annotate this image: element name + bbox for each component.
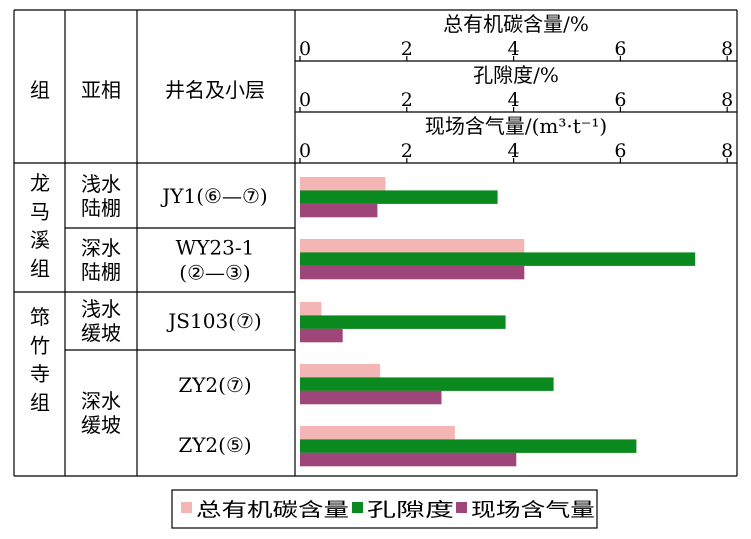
tick-label: 4 (508, 140, 520, 162)
bar-gas (300, 265, 525, 280)
bar-toc (300, 426, 455, 440)
group-label-char: 组 (30, 391, 50, 415)
subfacies-label: 浅水 (81, 297, 121, 321)
tick-label: 2 (401, 89, 413, 111)
subfacies-label: 缓坡 (81, 321, 121, 345)
tick-label: 2 (401, 38, 413, 60)
group-label-char: 龙 (30, 171, 50, 195)
legend-swatch (352, 502, 363, 513)
well-label: (②—③) (179, 261, 250, 285)
bars (300, 177, 696, 467)
axis-label: 现场含气量/(m³·t⁻¹) (425, 114, 607, 138)
tick-label: 4 (508, 38, 520, 60)
legend-box (171, 489, 598, 529)
well-label: JY1(⑥—⑦) (160, 184, 267, 208)
tick-label: 2 (401, 140, 413, 162)
well-label: ZY2(⑤) (178, 433, 251, 457)
tick-label: 8 (721, 38, 733, 60)
group-label-char: 组 (30, 257, 50, 281)
subfacies-label: 浅水 (81, 172, 121, 196)
group-label-char: 马 (30, 200, 50, 224)
row-labels: 龙马溪组筇竹寺组浅水陆棚深水陆棚浅水缓坡深水缓坡JY1(⑥—⑦)WY23-1(②… (30, 171, 268, 457)
subfacies-label: 缓坡 (81, 413, 121, 437)
well-label: JS103(⑦) (166, 309, 261, 333)
header-subfacies: 亚相 (81, 78, 121, 102)
bar-gas (300, 390, 442, 405)
legend-label: 孔隙度 (367, 499, 454, 521)
legend: 总有机碳含量 孔隙度 现场含气量 (171, 489, 598, 529)
group-label-char: 竹 (30, 334, 50, 358)
header-well: 井名及小层 (165, 78, 265, 102)
legend-label: 总有机碳含量 (196, 499, 349, 521)
well-label: WY23-1 (176, 236, 255, 260)
legend-label: 现场含气量 (471, 499, 595, 521)
group-label-char: 寺 (30, 362, 50, 386)
bar-porosity (300, 377, 554, 391)
axis-headers: 总有机碳含量/% 0 2 4 6 8 孔隙度/% 0 2 4 6 8 现场含气量/(m³·t⁻¹) 0 2 4… (299, 12, 733, 163)
bar-porosity (300, 439, 637, 453)
bar-gas (300, 452, 517, 467)
tick-label: 6 (614, 38, 626, 60)
bar-toc (300, 302, 322, 316)
legend-swatch (456, 502, 467, 513)
column-headers: 组 亚相 井名及小层 (30, 78, 265, 102)
axis-label: 孔隙度/% (473, 63, 559, 87)
tick-label: 4 (508, 89, 520, 111)
header-group: 组 (30, 78, 50, 102)
bar-porosity (300, 190, 498, 204)
tick-label: 0 (299, 38, 311, 60)
tick-label: 8 (721, 140, 733, 162)
bar-toc (300, 364, 381, 378)
bar-porosity (300, 315, 506, 329)
subfacies-label: 陆棚 (81, 260, 121, 284)
bar-gas (300, 328, 343, 343)
table-frame (13, 9, 738, 477)
legend-swatch (181, 502, 192, 513)
tick-label: 0 (299, 140, 311, 162)
subfacies-label: 陆棚 (81, 196, 121, 220)
tick-label: 6 (614, 140, 626, 162)
tick-label: 0 (299, 89, 311, 111)
subfacies-label: 深水 (81, 389, 121, 413)
tick-label: 6 (614, 89, 626, 111)
group-label-char: 溪 (30, 228, 50, 252)
bar-toc (300, 177, 386, 191)
bar-porosity (300, 252, 696, 266)
bar-toc (300, 239, 525, 253)
group-label-char: 筇 (30, 305, 50, 329)
subfacies-label: 深水 (81, 236, 121, 260)
axis-label: 总有机碳含量/% (443, 12, 589, 36)
tick-label: 8 (721, 89, 733, 111)
bar-gas (300, 203, 378, 218)
well-label: ZY2(⑦) (178, 373, 251, 397)
